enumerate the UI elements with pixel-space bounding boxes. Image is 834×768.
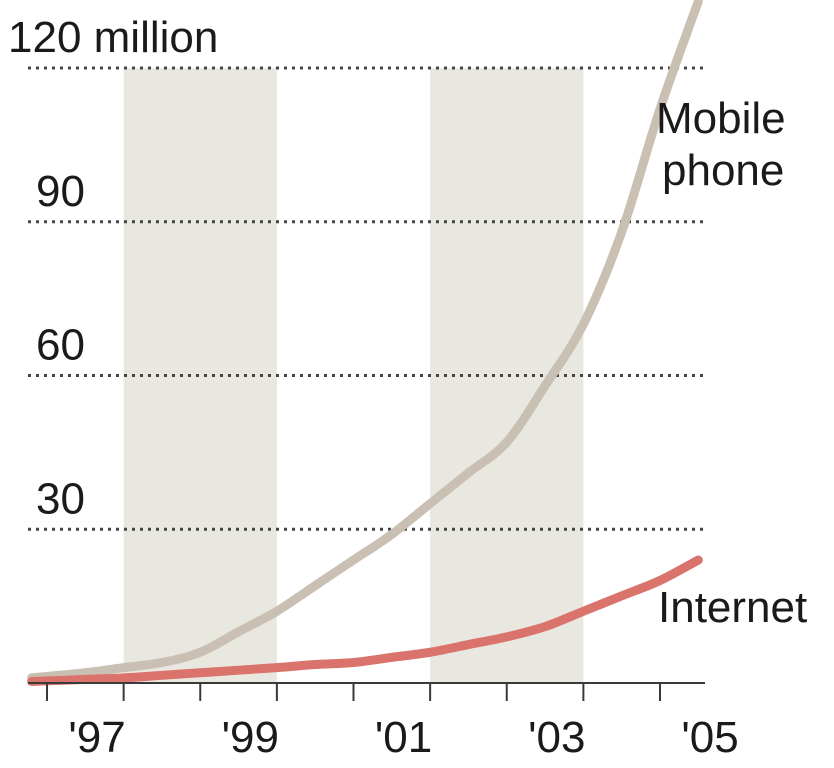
y-tick-label-3: 30 (36, 474, 85, 523)
y-axis-tick-labels: 120 million 90 60 30 (8, 13, 218, 523)
x-tick-label-4: '05 (681, 713, 738, 762)
series-label-internet: Internet (658, 583, 807, 632)
x-tick-label-1: '99 (222, 713, 279, 762)
series-label-mobile-line2: phone (662, 146, 784, 195)
x-tick-label-2: '01 (375, 713, 432, 762)
y-tick-label-1: 90 (36, 167, 85, 216)
x-tick-label-3: '03 (528, 713, 585, 762)
series-line-internet (27, 555, 703, 686)
series-labels: Mobile phone Internet (656, 94, 807, 632)
x-axis-ticks: '97 '99 '01 '03 '05 (46, 683, 739, 762)
y-tick-label-2: 60 (36, 321, 85, 370)
series-line-mobile-phone (27, 0, 703, 683)
series-label-mobile-line1: Mobile (656, 94, 786, 143)
shaded-bands (123, 68, 584, 683)
y-tick-label-0: 120 million (8, 13, 218, 62)
series-lines (27, 0, 703, 686)
gridlines (28, 66, 705, 531)
x-tick-label-0: '97 (68, 713, 125, 762)
